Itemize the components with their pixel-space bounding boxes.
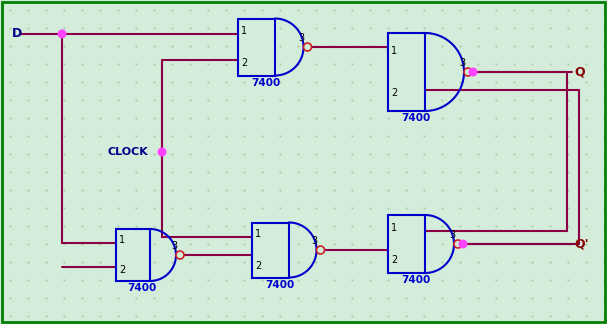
Circle shape (58, 30, 66, 38)
Circle shape (469, 68, 477, 76)
Text: D: D (12, 28, 22, 40)
Text: 7400: 7400 (401, 113, 430, 123)
Text: 2: 2 (391, 88, 397, 98)
Text: 7400: 7400 (251, 77, 280, 87)
Text: 1: 1 (119, 235, 125, 245)
Text: 7400: 7400 (265, 280, 294, 290)
Text: 1: 1 (391, 223, 397, 233)
Bar (252, 223, 289, 277)
Text: 2: 2 (119, 265, 125, 275)
Text: 3: 3 (459, 58, 465, 68)
Bar (238, 18, 275, 75)
Text: Q': Q' (574, 237, 589, 250)
Text: Q: Q (574, 65, 585, 78)
Text: 1: 1 (241, 26, 247, 36)
Text: 1: 1 (391, 46, 397, 56)
Text: 7400: 7400 (127, 283, 156, 293)
Text: CLOCK: CLOCK (107, 147, 148, 157)
Text: 1: 1 (255, 229, 261, 239)
Text: 2: 2 (241, 58, 247, 68)
Text: 3: 3 (449, 230, 455, 240)
Text: 2: 2 (391, 255, 397, 265)
Text: 3: 3 (311, 236, 317, 246)
Circle shape (459, 240, 467, 248)
Circle shape (464, 68, 472, 76)
Text: 3: 3 (171, 241, 177, 251)
Bar (388, 215, 425, 273)
Circle shape (454, 240, 462, 248)
Text: 2: 2 (255, 260, 261, 271)
Text: 3: 3 (299, 33, 305, 43)
Circle shape (176, 251, 184, 259)
Circle shape (158, 148, 166, 156)
Bar (116, 229, 150, 281)
Circle shape (304, 43, 311, 51)
Text: 7400: 7400 (401, 275, 430, 285)
Circle shape (316, 246, 325, 254)
Bar (388, 33, 425, 111)
